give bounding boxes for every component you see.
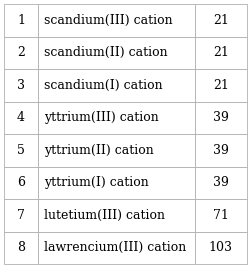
Text: 71: 71 xyxy=(212,209,228,222)
Text: yttrium(I) cation: yttrium(I) cation xyxy=(44,176,148,189)
Bar xyxy=(194,36,246,69)
Text: 8: 8 xyxy=(17,241,25,254)
Bar xyxy=(38,4,194,36)
Bar xyxy=(4,102,38,134)
Text: 21: 21 xyxy=(212,79,228,92)
Text: scandium(II) cation: scandium(II) cation xyxy=(44,46,167,59)
Text: 7: 7 xyxy=(17,209,25,222)
Text: scandium(I) cation: scandium(I) cation xyxy=(44,79,162,92)
Bar xyxy=(194,166,246,199)
Text: 1: 1 xyxy=(17,14,25,27)
Bar xyxy=(194,4,246,36)
Bar xyxy=(4,199,38,232)
Text: lutetium(III) cation: lutetium(III) cation xyxy=(44,209,164,222)
Text: scandium(III) cation: scandium(III) cation xyxy=(44,14,172,27)
Text: 39: 39 xyxy=(212,144,228,157)
Bar xyxy=(4,134,38,166)
Bar xyxy=(38,102,194,134)
Bar xyxy=(194,102,246,134)
Bar xyxy=(4,232,38,264)
Text: 5: 5 xyxy=(17,144,25,157)
Bar xyxy=(38,69,194,102)
Bar xyxy=(194,69,246,102)
Bar xyxy=(4,36,38,69)
Bar xyxy=(38,199,194,232)
Bar xyxy=(4,166,38,199)
Bar xyxy=(194,232,246,264)
Text: yttrium(II) cation: yttrium(II) cation xyxy=(44,144,153,157)
Bar xyxy=(194,134,246,166)
Text: 103: 103 xyxy=(208,241,232,254)
Text: 21: 21 xyxy=(212,46,228,59)
Text: 39: 39 xyxy=(212,111,228,124)
Text: 6: 6 xyxy=(17,176,25,189)
Text: 39: 39 xyxy=(212,176,228,189)
Text: lawrencium(III) cation: lawrencium(III) cation xyxy=(44,241,186,254)
Text: 4: 4 xyxy=(17,111,25,124)
Text: 3: 3 xyxy=(17,79,25,92)
Text: 2: 2 xyxy=(17,46,25,59)
Text: 21: 21 xyxy=(212,14,228,27)
Bar xyxy=(38,36,194,69)
Text: yttrium(III) cation: yttrium(III) cation xyxy=(44,111,158,124)
Bar xyxy=(4,69,38,102)
Bar xyxy=(38,134,194,166)
Bar xyxy=(4,4,38,36)
Bar xyxy=(194,199,246,232)
Bar xyxy=(38,232,194,264)
Bar xyxy=(38,166,194,199)
